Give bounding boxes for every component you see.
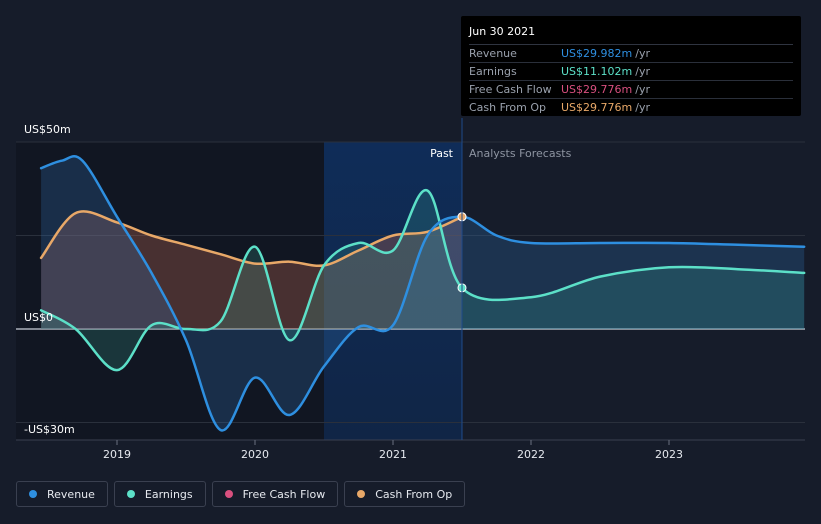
x-tick-label: 2023 — [655, 448, 683, 461]
legend-item-earnings[interactable]: Earnings — [113, 481, 206, 507]
revenue-area — [41, 156, 805, 431]
tooltip-row-value: US$29.776m — [561, 83, 633, 96]
legend-dot-icon — [126, 490, 135, 498]
tooltip-row-value: US$29.776m — [561, 101, 633, 114]
legend: Revenue Earnings Free Cash Flow Cash Fro… — [16, 481, 466, 507]
y-label-top: US$50m — [24, 123, 71, 136]
legend-dot-icon — [29, 490, 37, 498]
legend-label: Revenue — [47, 487, 95, 501]
tooltip-row-unit: /yr — [635, 101, 650, 114]
tooltip-row-earnings: Earnings US$11.102m /yr — [469, 63, 793, 81]
legend-dot-icon — [224, 490, 233, 498]
tooltip-row-cfo: Cash From Op US$29.776m /yr — [469, 99, 793, 116]
tooltip-row-label: Earnings — [469, 65, 517, 78]
tooltip-row-revenue: Revenue US$29.982m /yr — [469, 45, 793, 63]
tooltip-row-unit: /yr — [635, 47, 650, 60]
tooltip-row-value: US$11.102m — [561, 65, 633, 78]
legend-label: Cash From Op — [375, 487, 453, 501]
x-tick-label: 2022 — [517, 448, 545, 461]
revenue-line — [39, 155, 806, 432]
earnings-line — [39, 189, 806, 372]
forecast-label: Analysts Forecasts — [469, 147, 572, 160]
legend-item-revenue[interactable]: Revenue — [16, 481, 108, 507]
legend-label: Earnings — [144, 487, 193, 501]
tooltip-row-unit: /yr — [635, 65, 650, 78]
legend-item-free-cash-flow[interactable]: Free Cash Flow — [211, 481, 339, 507]
tooltip-row-fcf: Free Cash Flow US$29.776m /yr — [469, 81, 793, 99]
earnings-area — [41, 190, 805, 371]
tooltip-row-value: US$29.982m — [561, 47, 633, 60]
cash-from-op-line — [39, 210, 464, 268]
x-tick-label: 2021 — [379, 448, 407, 461]
cash-from-op-area — [41, 211, 462, 329]
tooltip: Jun 30 2021 Revenue US$29.982m /yr Earni… — [461, 16, 801, 116]
x-tick-label: 2019 — [103, 448, 131, 461]
legend-item-cash-from-op[interactable]: Cash From Op — [344, 481, 466, 507]
tooltip-row-label: Cash From Op — [469, 101, 547, 114]
past-label: Past — [430, 147, 454, 160]
x-tick-label: 2020 — [241, 448, 269, 461]
tooltip-row-label: Revenue — [469, 47, 517, 60]
tooltip-date: Jun 30 2021 — [469, 24, 793, 45]
y-label-bottom: -US$30m — [24, 423, 75, 436]
tooltip-row-label: Free Cash Flow — [469, 83, 552, 96]
y-label-zero: US$0 — [24, 311, 53, 324]
legend-dot-icon — [357, 490, 366, 498]
legend-label: Free Cash Flow — [242, 487, 326, 501]
tooltip-row-unit: /yr — [635, 83, 650, 96]
highlight-band — [324, 142, 462, 440]
